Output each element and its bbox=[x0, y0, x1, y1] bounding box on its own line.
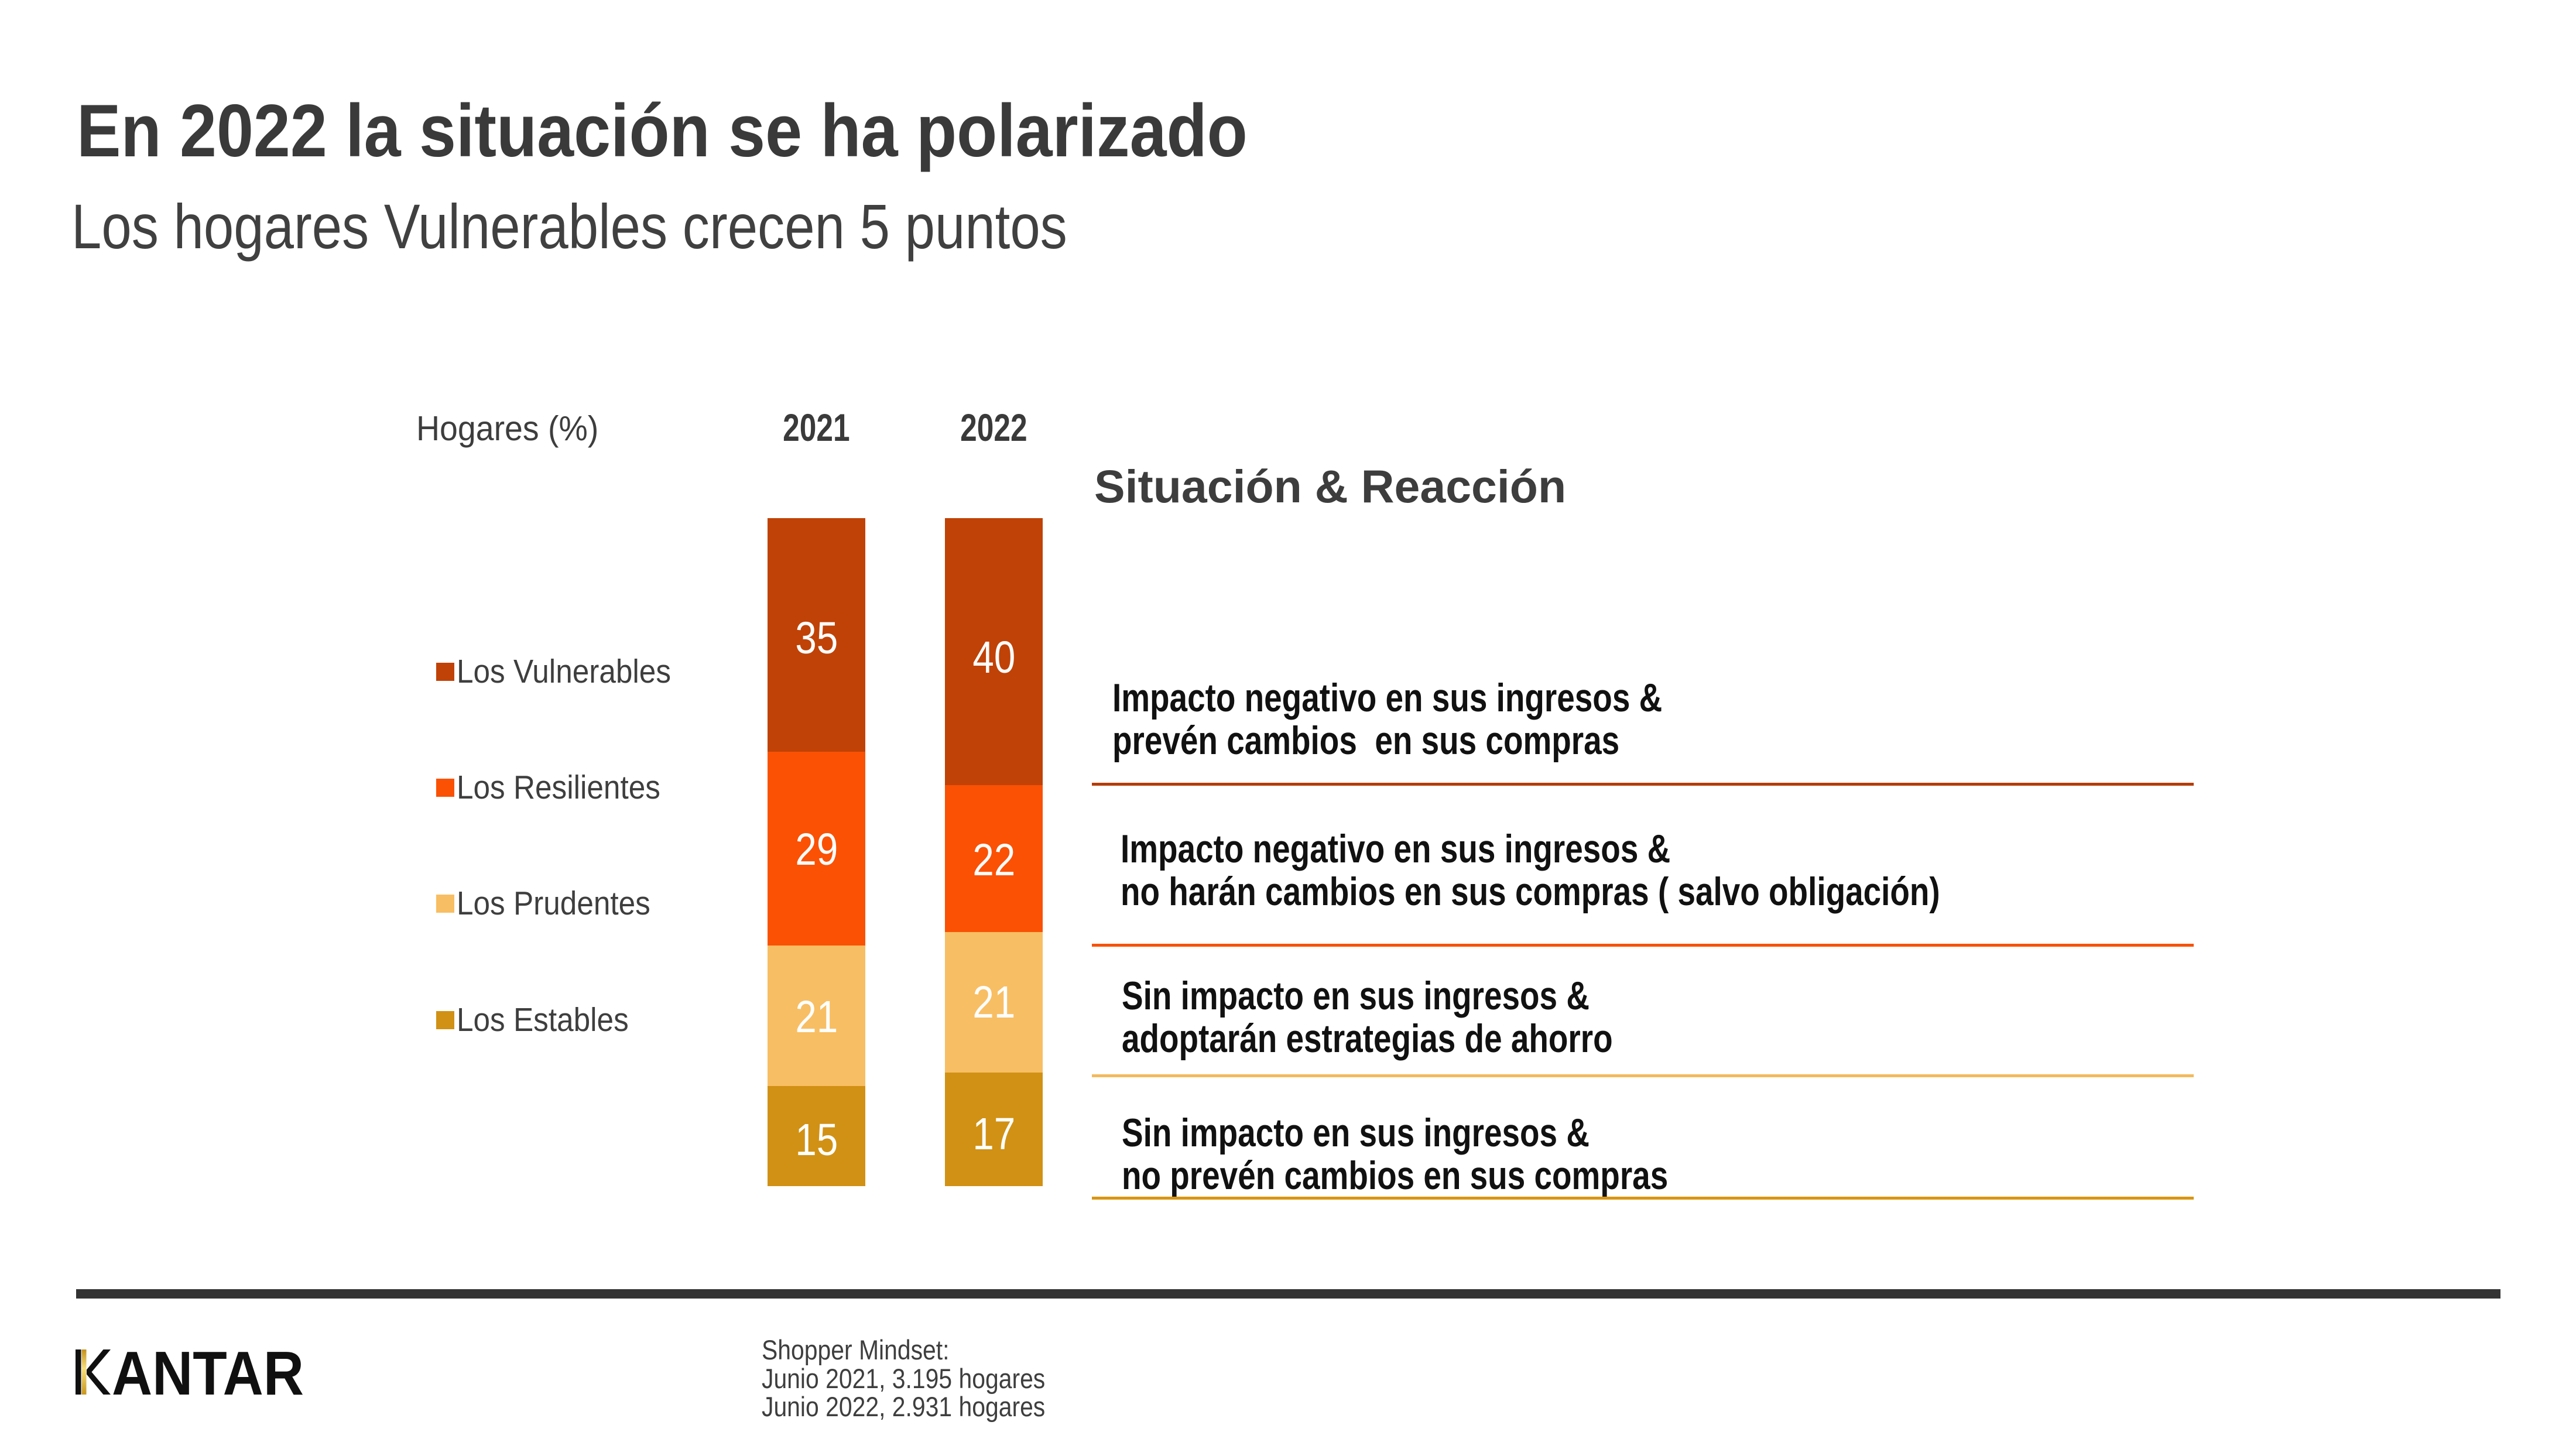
svg-text:ANTAR: ANTAR bbox=[112, 1348, 304, 1397]
